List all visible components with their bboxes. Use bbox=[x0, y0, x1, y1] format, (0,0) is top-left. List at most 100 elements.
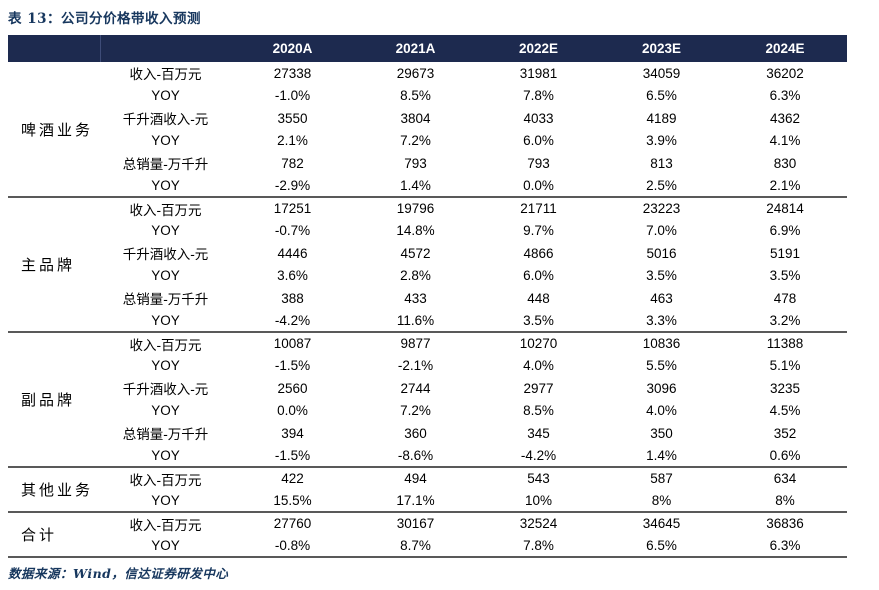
value-cell: 830 bbox=[773, 155, 797, 171]
value-cell: 3.3% bbox=[646, 312, 677, 328]
table-row: YOY 15.5% 17.1% 10% 8% 8% bbox=[8, 490, 847, 513]
value-cell: -1.5% bbox=[274, 358, 311, 374]
table-row: 总销量-万千升 782 793 793 813 830 bbox=[8, 152, 847, 175]
value-cell: 4866 bbox=[523, 245, 554, 261]
value-cell: 30167 bbox=[354, 511, 477, 535]
value-cell: 7.0% bbox=[646, 223, 677, 239]
value-cell: 2.8% bbox=[400, 268, 431, 284]
metric-label: YOY bbox=[151, 492, 180, 508]
value-cell: 793 bbox=[527, 155, 550, 171]
value-cell: 6.3% bbox=[769, 537, 801, 553]
value-cell: 0.0% bbox=[277, 403, 308, 419]
value-cell: 3.2% bbox=[769, 312, 801, 328]
metric-label: 收入-百万元 bbox=[100, 511, 231, 535]
value-cell: 422 bbox=[231, 466, 354, 490]
value-cell: -4.2% bbox=[274, 312, 311, 328]
value-cell: 6.9% bbox=[769, 223, 801, 239]
value-cell: 8% bbox=[651, 492, 672, 508]
value-cell: 394 bbox=[281, 425, 304, 441]
value-cell: 5191 bbox=[769, 245, 801, 261]
value-cell: 2560 bbox=[277, 380, 308, 396]
table-row: 其他业务 收入-百万元 422 494 543 587 634 bbox=[8, 466, 847, 512]
value-cell: 15.5% bbox=[273, 492, 312, 508]
value-cell: 1.4% bbox=[646, 447, 677, 463]
value-cell: 1.4% bbox=[400, 177, 431, 193]
value-cell: 8.7% bbox=[400, 537, 431, 553]
table-row: 总销量-万千升 388 433 448 463 478 bbox=[8, 287, 847, 310]
value-cell: 9877 bbox=[354, 331, 477, 355]
value-cell: 8% bbox=[775, 492, 795, 508]
value-cell: 17251 bbox=[231, 196, 354, 220]
table-title: 表 13：公司分价格带收入预测 bbox=[8, 11, 201, 27]
value-cell: 7.2% bbox=[400, 133, 431, 149]
table-row: 主品牌 收入-百万元 17251 19796 21711 23223 24814 bbox=[8, 196, 847, 332]
value-cell: 3550 bbox=[277, 110, 308, 126]
table-row: YOY 3.6% 2.8% 6.0% 3.5% 3.5% bbox=[8, 265, 847, 288]
value-cell: 6.5% bbox=[646, 537, 677, 553]
value-cell: 463 bbox=[650, 290, 673, 306]
table-row: YOY -0.8% 8.7% 7.8% 6.5% 6.3% bbox=[8, 535, 847, 558]
group-label: 副品牌 bbox=[8, 331, 100, 467]
table-row: YOY -1.5% -2.1% 4.0% 5.5% 5.1% bbox=[8, 355, 847, 378]
value-cell: 36836 bbox=[723, 511, 847, 535]
value-cell: 23223 bbox=[600, 196, 723, 220]
value-cell: 10% bbox=[524, 492, 553, 508]
value-cell: 388 bbox=[281, 290, 304, 306]
metric-label: 收入-百万元 bbox=[100, 196, 231, 220]
metric-label: YOY bbox=[151, 447, 180, 463]
table-row: YOY -2.9% 1.4% 0.0% 2.5% 2.1% bbox=[8, 175, 847, 198]
value-cell: 27760 bbox=[231, 511, 354, 535]
table-row: 总销量-万千升 394 360 345 350 352 bbox=[8, 422, 847, 445]
metric-label: 总销量-万千升 bbox=[122, 157, 209, 174]
value-cell: 352 bbox=[773, 425, 797, 441]
table-row: YOY 2.1% 7.2% 6.0% 3.9% 4.1% bbox=[8, 130, 847, 153]
value-cell: 5016 bbox=[646, 245, 677, 261]
value-cell: 2.1% bbox=[769, 177, 801, 193]
metric-label: 千升酒收入-元 bbox=[122, 112, 209, 129]
header-year-2020a: 2020A bbox=[231, 35, 354, 62]
value-cell: 3.9% bbox=[646, 133, 677, 149]
value-cell: 10087 bbox=[231, 331, 354, 355]
value-cell: 2.1% bbox=[277, 133, 308, 149]
metric-label: 收入-百万元 bbox=[129, 67, 202, 84]
value-cell: 345 bbox=[527, 425, 550, 441]
table-header-row: 2020A 2021A 2022E 2023E 2024E bbox=[8, 35, 847, 62]
header-year-2021a: 2021A bbox=[354, 35, 477, 62]
value-cell: 11.6% bbox=[396, 312, 435, 328]
value-cell: 6.0% bbox=[523, 133, 554, 149]
value-cell: 5.5% bbox=[646, 358, 677, 374]
value-cell: 0.0% bbox=[523, 177, 554, 193]
value-cell: 3804 bbox=[400, 110, 431, 126]
metric-label: YOY bbox=[151, 223, 180, 239]
metric-label: 总销量-万千升 bbox=[122, 292, 209, 309]
value-cell: 21711 bbox=[477, 196, 600, 220]
table-row: YOY -1.5% -8.6% -4.2% 1.4% 0.6% bbox=[8, 445, 847, 468]
value-cell: 11388 bbox=[723, 331, 847, 355]
metric-label: YOY bbox=[151, 177, 180, 193]
metric-label: YOY bbox=[151, 312, 180, 328]
value-cell: 36202 bbox=[766, 65, 804, 81]
value-cell: 4.0% bbox=[523, 358, 554, 374]
value-cell: 494 bbox=[354, 466, 477, 490]
value-cell: 6.0% bbox=[523, 268, 554, 284]
value-cell: 0.6% bbox=[769, 447, 801, 463]
metric-label: YOY bbox=[151, 537, 180, 553]
value-cell: 3.5% bbox=[769, 268, 801, 284]
metric-label: 千升酒收入-元 bbox=[122, 382, 209, 399]
table-row: 千升酒收入-元 3550 3804 4033 4189 4362 bbox=[8, 107, 847, 130]
value-cell: 543 bbox=[477, 466, 600, 490]
value-cell: -4.2% bbox=[520, 447, 557, 463]
value-cell: -0.7% bbox=[274, 223, 311, 239]
value-cell: 9.7% bbox=[523, 223, 554, 239]
value-cell: -1.0% bbox=[274, 88, 311, 104]
metric-label: 千升酒收入-元 bbox=[122, 247, 209, 264]
value-cell: 3096 bbox=[646, 380, 677, 396]
metric-label: 总销量-万千升 bbox=[122, 427, 209, 444]
value-cell: 4033 bbox=[523, 110, 554, 126]
value-cell: 634 bbox=[723, 466, 847, 490]
group-label: 合计 bbox=[8, 511, 100, 557]
header-group-cell bbox=[8, 35, 101, 62]
value-cell: 7.8% bbox=[523, 537, 554, 553]
value-cell: 587 bbox=[600, 466, 723, 490]
metric-label: 收入-百万元 bbox=[100, 466, 231, 490]
